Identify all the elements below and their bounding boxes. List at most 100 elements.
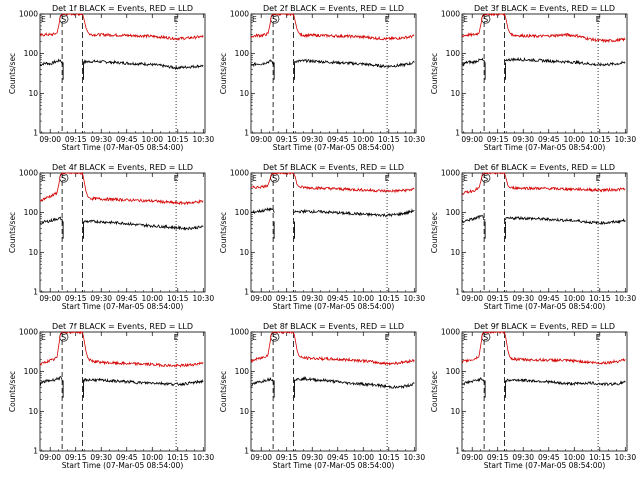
x-tick-label: 10:30: [614, 294, 636, 303]
events-series-line: [39, 216, 204, 231]
x-axis-label: Start Time (07-Mar-05 08:54:00): [273, 302, 395, 311]
x-tick-label: 10:00: [141, 135, 163, 144]
x-tick-label: 10:15: [589, 294, 611, 303]
event-marker-label: E: [463, 174, 468, 183]
y-axis-label: Counts/sec: [219, 53, 228, 94]
event-marker-label: E: [174, 15, 179, 24]
events-series-line: [39, 375, 204, 387]
lld-series-line: [461, 330, 626, 365]
panel-det-2: Det 2f BLACK = Events, RED = LLD 1 10 100 10…: [219, 4, 425, 152]
event-marker-label: E: [174, 333, 179, 342]
y-tick-label: 1000: [19, 10, 38, 19]
event-marker-label: E: [41, 333, 46, 342]
y-tick-label: 100: [446, 367, 461, 376]
event-marker-label: E: [463, 333, 468, 342]
y-tick-label: 10: [450, 248, 460, 257]
plot-frame: [461, 172, 628, 293]
x-tick-label: 09:15: [276, 294, 298, 303]
y-tick-label: 10: [239, 248, 249, 257]
y-axis-label: Counts/sec: [430, 371, 439, 412]
x-tick-label: 09:30: [301, 294, 323, 303]
x-tick-label: 09:45: [116, 294, 138, 303]
event-marker-label: S: [483, 15, 488, 24]
x-tick-label: 10:15: [167, 135, 189, 144]
y-tick-label: 100: [235, 49, 250, 58]
panel-title: Det 1f BLACK = Events, RED = LLD: [52, 4, 193, 13]
lld-series-line: [250, 331, 415, 367]
events-series-line: [251, 207, 415, 218]
plot-frame: [250, 172, 417, 293]
x-tick-label: 10:00: [563, 135, 585, 144]
x-tick-label: 09:30: [512, 135, 534, 144]
x-tick-label: 09:15: [487, 294, 509, 303]
panel-det-3: Det 3f BLACK = Events, RED = LLD 1 10 100 10…: [430, 4, 636, 152]
event-marker-label: E: [252, 15, 257, 24]
event-marker-label: E: [252, 333, 257, 342]
x-tick-label: 10:30: [403, 135, 425, 144]
events-series-line: [461, 376, 626, 387]
y-tick-label: 10: [450, 407, 460, 416]
y-tick-label: 10: [239, 89, 249, 98]
y-tick-label: 100: [24, 208, 39, 217]
event-marker-label: E: [596, 333, 601, 342]
x-tick-label: 10:15: [167, 294, 189, 303]
x-tick-label: 09:15: [276, 135, 298, 144]
y-axis-label: Counts/sec: [219, 371, 228, 412]
event-marker-label: E: [385, 174, 390, 183]
x-tick-label: 09:30: [90, 135, 112, 144]
lld-series-line: [461, 12, 626, 44]
event-marker-label: E: [41, 174, 46, 183]
event-marker-label: E: [463, 15, 468, 24]
x-tick-label: 10:15: [589, 453, 611, 462]
y-tick-label: 1: [244, 447, 249, 456]
x-tick-label: 09:00: [39, 294, 61, 303]
panel-title: Det 5f BLACK = Events, RED = LLD: [263, 163, 404, 172]
x-tick-label: 10:15: [378, 453, 400, 462]
y-tick-label: 100: [24, 49, 39, 58]
event-marker-label: E: [596, 15, 601, 24]
plot-frame: [39, 172, 206, 293]
event-marker-label: S: [483, 333, 488, 342]
panel-title: Det 6f BLACK = Events, RED = LLD: [474, 163, 615, 172]
x-tick-label: 09:15: [65, 294, 87, 303]
plot-frame: [461, 13, 628, 134]
x-tick-label: 10:00: [141, 453, 163, 462]
y-tick-label: 1000: [230, 10, 249, 19]
y-axis-label: Counts/sec: [430, 53, 439, 94]
x-tick-label: 09:00: [250, 294, 272, 303]
y-tick-label: 100: [235, 208, 250, 217]
x-tick-label: 09:30: [90, 294, 112, 303]
event-marker-label: E: [385, 15, 390, 24]
event-marker-label: E: [596, 174, 601, 183]
x-tick-label: 10:30: [192, 135, 214, 144]
x-tick-label: 09:30: [90, 453, 112, 462]
x-tick-label: 10:15: [167, 453, 189, 462]
x-tick-label: 09:00: [250, 453, 272, 462]
panel-title: Det 4f BLACK = Events, RED = LLD: [52, 163, 193, 172]
x-tick-label: 09:15: [276, 453, 298, 462]
x-tick-label: 09:30: [512, 453, 534, 462]
x-tick-label: 10:30: [192, 453, 214, 462]
event-marker-label: E: [174, 174, 179, 183]
y-tick-label: 1000: [19, 328, 38, 337]
y-tick-label: 100: [24, 367, 39, 376]
y-tick-label: 1000: [230, 328, 249, 337]
events-series-line: [461, 214, 626, 225]
x-tick-label: 10:30: [614, 453, 636, 462]
x-tick-label: 10:30: [403, 453, 425, 462]
x-tick-label: 10:30: [403, 294, 425, 303]
x-axis-label: Start Time (07-Mar-05 08:54:00): [484, 461, 606, 470]
x-tick-label: 09:45: [116, 453, 138, 462]
y-tick-label: 10: [450, 89, 460, 98]
y-tick-label: 1: [244, 129, 249, 138]
y-tick-label: 10: [28, 248, 38, 257]
y-tick-label: 10: [239, 407, 249, 416]
panel-det-7: Det 7f BLACK = Events, RED = LLD 1 10 100 10…: [8, 322, 214, 470]
panel-det-4: Det 4f BLACK = Events, RED = LLD 1 10 100 10…: [8, 163, 214, 311]
x-tick-label: 09:00: [39, 453, 61, 462]
y-tick-label: 10: [28, 89, 38, 98]
events-series-line: [461, 56, 626, 67]
x-tick-label: 09:00: [461, 453, 483, 462]
x-tick-label: 09:00: [461, 135, 483, 144]
